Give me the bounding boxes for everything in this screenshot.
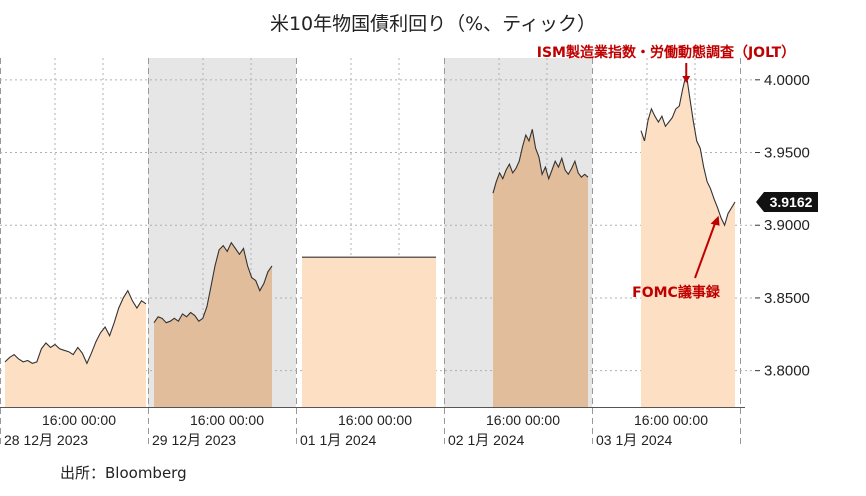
x-tick-date: 29 12月 2023 [152,432,236,448]
x-tick-time: 16:00 00:00 [634,412,708,428]
series-area-day-4 [493,129,588,408]
x-tick-date: 02 1月 2024 [448,432,524,448]
annotation-fomc-arrowhead [710,215,720,226]
last-value-badge [756,191,818,212]
last-value-label: 3.9162 [770,194,813,210]
x-tick-time: 16:00 00:00 [190,412,264,428]
series-line-day-5 [640,73,736,227]
x-tick-date: 01 1月 2024 [300,432,376,448]
series-area-day-2 [154,242,272,407]
x-tick-time: 16:00 00:00 [338,412,412,428]
axes: 3.8000 3.8500 3.9000 3.9500 4.0000 16:00 00:0… [0,72,818,448]
annotation-fomc: FOMC議事録 [632,284,721,301]
x-tick-time: 16:00 00:00 [486,412,560,428]
y-tick-label: 3.8500 [764,290,810,307]
annotations: ISM製造業指数・労働動態調査（JOLT） FOMC議事録 [537,44,796,301]
annotation-ism-arrowhead [682,76,691,83]
x-tick-time: 16:00 00:00 [42,412,116,428]
chart-title: 米10年物国債利回り（%、ティック） [270,13,596,35]
series-area-day-3 [302,257,436,407]
series-lines [4,73,736,365]
y-tick-label: 3.9000 [764,217,810,234]
x-tick-date: 28 12月 2023 [4,432,88,448]
y-tick-label: 3.8000 [764,363,810,380]
series-area-day-1 [5,290,146,407]
series-area-day-5 [641,74,735,407]
series-line-day-1 [4,289,147,365]
x-tick-date: 03 1月 2024 [596,432,672,448]
annotation-fomc-arrow [694,221,717,279]
annotation-ism-jolt: ISM製造業指数・労働動態調査（JOLT） [537,44,796,61]
source-note: 出所：Bloomberg [60,464,187,482]
series-line-day-2 [153,241,273,324]
series-areas [5,74,735,408]
series-line-day-4 [492,129,589,194]
y-tick-label: 3.9500 [764,145,810,162]
y-tick-label: 4.0000 [764,72,810,89]
